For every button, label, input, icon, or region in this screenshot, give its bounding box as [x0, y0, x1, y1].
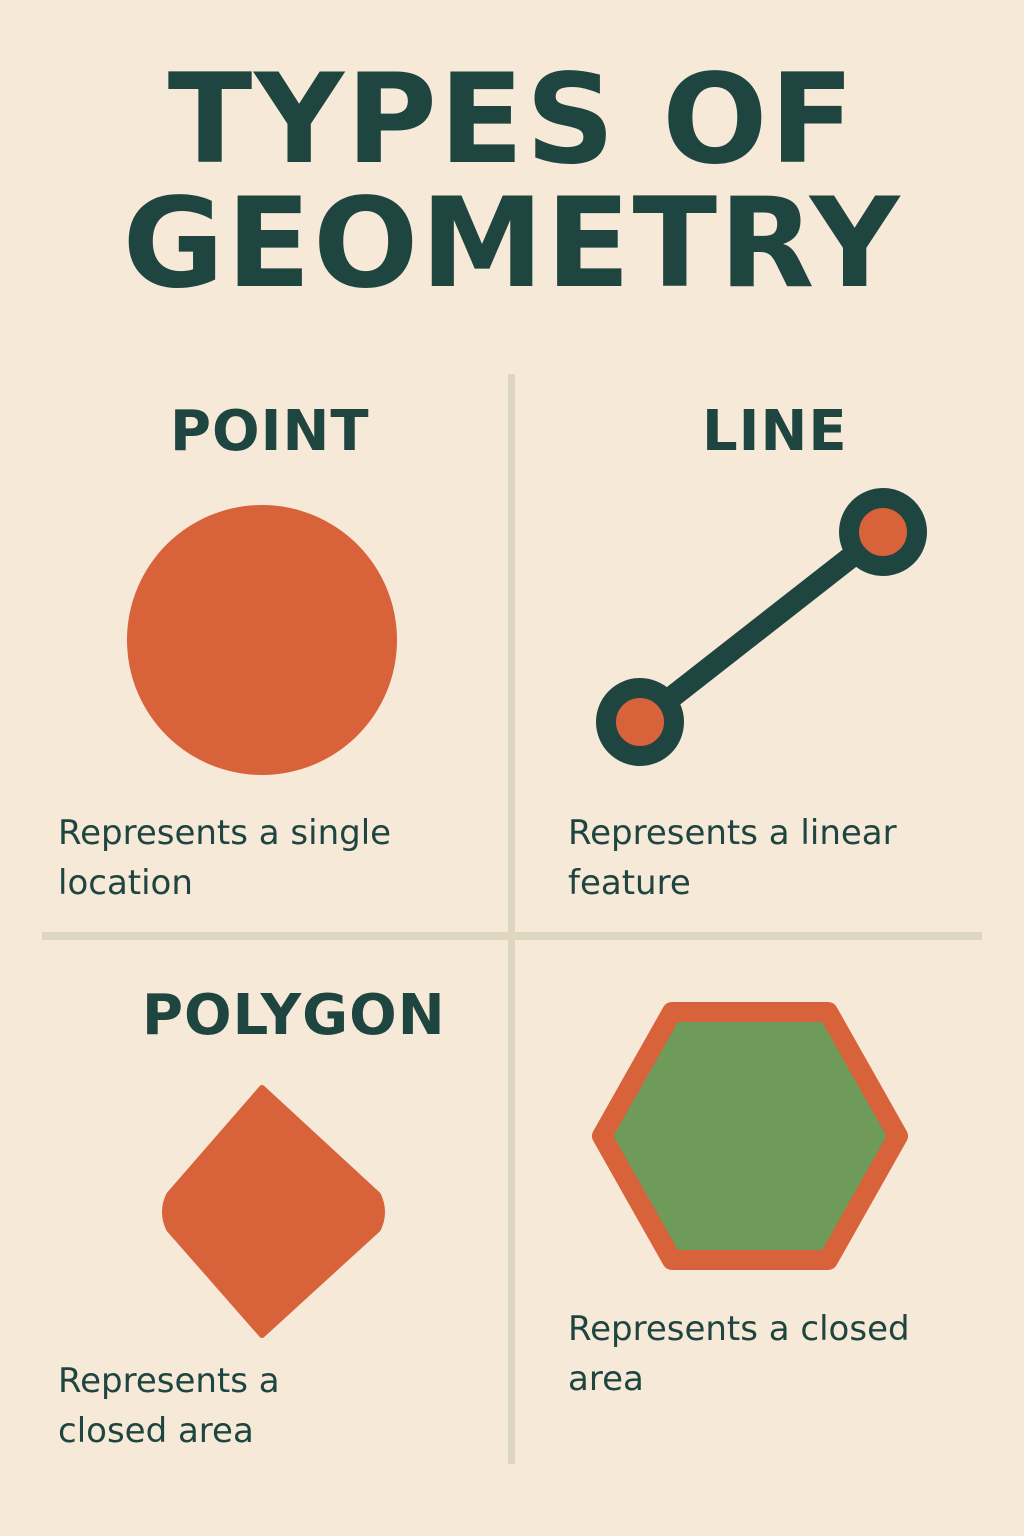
point-heading: POINT	[170, 399, 370, 464]
hexagon-description: Represents a closed area	[568, 1304, 910, 1404]
vertical-divider	[508, 374, 515, 1464]
line-heading: LINE	[702, 399, 848, 464]
line-start-vertex-icon	[596, 678, 684, 766]
line-end-vertex-icon	[839, 488, 927, 576]
hexagon-icon	[592, 1002, 908, 1270]
page-title: TYPES OF GEOMETRY	[0, 58, 1024, 306]
diamond-icon	[162, 1085, 385, 1338]
point-circle-icon	[127, 505, 397, 775]
point-description-line-2: location	[58, 863, 193, 903]
polygon-description: Represents a closed area	[58, 1356, 280, 1456]
polygon-heading: POLYGON	[142, 983, 446, 1048]
page-title-line-2: GEOMETRY	[122, 172, 902, 316]
point-description-line-1: Represents a single	[58, 813, 392, 853]
hexagon-description-line-2: area	[568, 1359, 644, 1399]
line-description-line-1: Represents a linear	[568, 813, 897, 853]
hexagon-description-line-1: Represents a closed	[568, 1309, 910, 1349]
page-title-line-1: TYPES OF	[167, 48, 857, 192]
polygon-description-line-1: Represents a	[58, 1361, 280, 1401]
polygon-description-line-2: closed area	[58, 1411, 254, 1451]
line-segment-icon	[629, 521, 894, 733]
point-description: Represents a single location	[58, 808, 391, 908]
line-description-line-2: feature	[568, 863, 691, 903]
line-description: Represents a linear feature	[568, 808, 897, 908]
horizontal-divider	[42, 932, 982, 940]
